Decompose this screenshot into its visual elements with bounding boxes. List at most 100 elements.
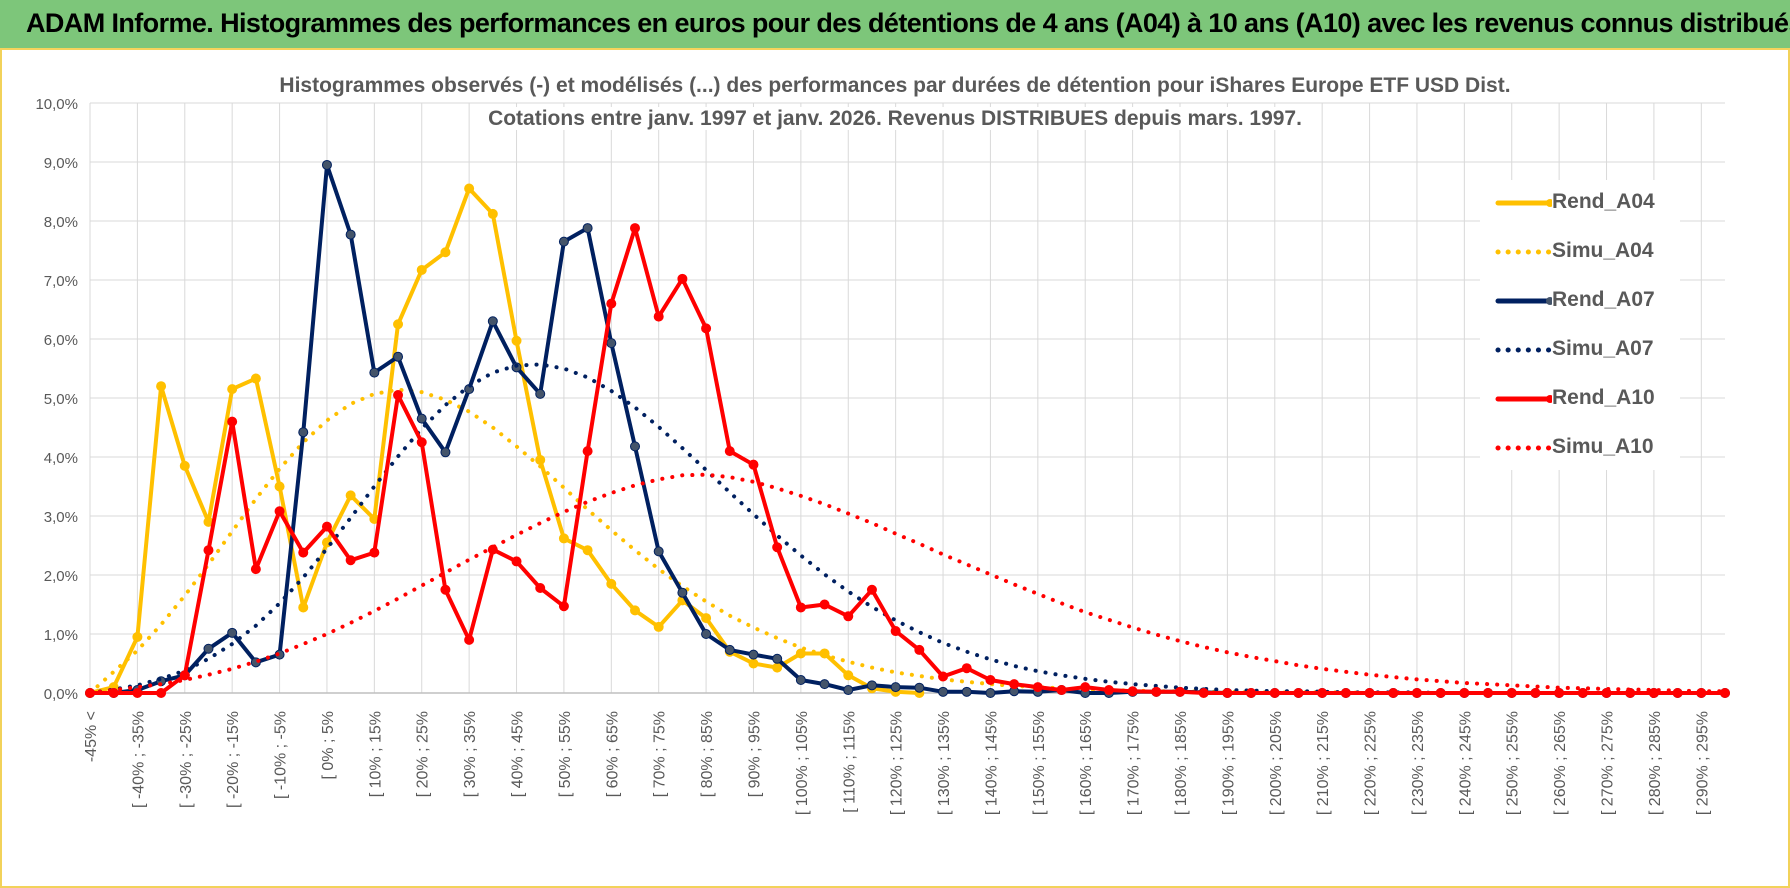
- data-point: [890, 682, 901, 693]
- data-point: [1388, 688, 1399, 698]
- data-point: [274, 506, 285, 517]
- x-tick-label: [ 170% ; 175%: [1126, 711, 1143, 815]
- x-tick-label: [ -20% ; -15%: [225, 711, 242, 808]
- x-tick-label: [ 160% ; 165%: [1078, 711, 1095, 815]
- data-point: [345, 229, 356, 240]
- x-tick-label: [ 50% ; 55%: [557, 711, 574, 797]
- data-point: [772, 653, 783, 664]
- x-tick-label: [ 200% ; 205%: [1268, 711, 1285, 815]
- data-point: [606, 578, 617, 589]
- data-point: [606, 338, 617, 349]
- data-point: [298, 602, 309, 613]
- data-point: [558, 236, 569, 247]
- x-tick-label: [ 250% ; 255%: [1505, 711, 1522, 815]
- x-tick-label: [ 270% ; 275%: [1600, 711, 1617, 815]
- data-point: [298, 427, 309, 438]
- x-tick-label: -45% <: [83, 711, 100, 762]
- data-point: [772, 542, 783, 553]
- data-point: [274, 481, 285, 492]
- data-point: [630, 223, 640, 234]
- legend-marker: [1546, 199, 1552, 207]
- legend-item-rend-a10: Rend_A10: [1480, 384, 1680, 414]
- x-tick-label: [ 20% ; 25%: [415, 711, 432, 797]
- data-point: [724, 446, 735, 457]
- legend-swatch: [1495, 249, 1552, 255]
- series-line: [88, 186, 922, 695]
- x-tick-label: [ 30% ; 35%: [462, 711, 479, 797]
- data-point: [416, 413, 427, 424]
- data-point: [1151, 686, 1162, 697]
- data-point: [748, 649, 759, 660]
- y-tick-label: 1,0%: [44, 627, 78, 644]
- data-point: [795, 675, 806, 686]
- chart-title: Histogrammes observés (-) et modélisés (…: [0, 74, 1790, 98]
- legend-item-simu-a10: Simu_A10: [1480, 433, 1680, 463]
- x-tick-label: [ 220% ; 225%: [1363, 711, 1380, 815]
- data-point: [464, 634, 475, 645]
- data-point: [203, 545, 214, 556]
- legend-item-rend-a07: Rend_A07: [1480, 286, 1680, 316]
- series-line: [88, 387, 1727, 695]
- data-point: [227, 384, 238, 395]
- y-tick-label: 0,0%: [44, 686, 78, 703]
- data-point: [487, 316, 498, 327]
- data-point: [1554, 688, 1565, 698]
- data-point: [1246, 688, 1257, 698]
- data-point: [866, 680, 877, 691]
- y-tick-label: 2,0%: [44, 568, 78, 585]
- data-point: [1056, 685, 1067, 696]
- data-point: [843, 685, 854, 696]
- data-point: [227, 416, 238, 427]
- data-point: [677, 587, 688, 598]
- data-point: [179, 460, 190, 471]
- data-point: [677, 273, 688, 284]
- x-tick-label: [ 140% ; 145%: [983, 711, 1000, 815]
- data-point: [1198, 688, 1209, 698]
- data-point: [653, 621, 664, 632]
- data-point: [582, 223, 593, 234]
- data-point: [511, 556, 522, 567]
- x-tick-label: [ 110% ; 115%: [841, 711, 858, 813]
- data-point: [250, 564, 261, 575]
- y-tick-label: 8,0%: [44, 214, 78, 231]
- data-point: [393, 351, 404, 362]
- data-point: [1577, 688, 1588, 698]
- legend-item-simu-a07: Simu_A07: [1480, 335, 1680, 365]
- legend-swatch: [1495, 395, 1552, 403]
- data-point: [1293, 688, 1304, 698]
- data-point: [203, 643, 214, 654]
- legend-swatch: [1495, 445, 1552, 451]
- data-point: [914, 682, 925, 693]
- y-tick-label: 10,0%: [35, 96, 78, 113]
- data-point: [1080, 682, 1091, 693]
- x-tick-label: [ 290% ; 295%: [1694, 711, 1711, 815]
- x-tick-label: [ 240% ; 245%: [1457, 711, 1474, 815]
- y-tick-label: 9,0%: [44, 155, 78, 172]
- data-point: [1340, 688, 1351, 698]
- x-tick-label: [ 0% ; 5%: [320, 711, 337, 779]
- data-point: [487, 208, 498, 219]
- data-point: [748, 658, 759, 669]
- data-point: [582, 446, 593, 457]
- data-point: [1648, 688, 1659, 698]
- x-tick-label: [ -40% ; -35%: [130, 711, 147, 808]
- data-point: [321, 159, 332, 170]
- y-tick-label: 3,0%: [44, 509, 78, 526]
- series-line: [88, 472, 1727, 695]
- data-point: [1032, 682, 1043, 693]
- data-point: [1009, 679, 1020, 690]
- data-point: [701, 613, 712, 624]
- banner-title: ADAM Informe. Histogrammes des performan…: [26, 8, 1790, 38]
- data-point: [250, 373, 261, 384]
- data-point: [1269, 688, 1280, 698]
- data-point: [748, 459, 759, 470]
- data-point: [132, 688, 143, 698]
- x-tick-label: [ 100% ; 105%: [794, 711, 811, 815]
- data-point: [1506, 688, 1517, 698]
- data-point: [985, 688, 996, 698]
- legend-swatch: [1495, 199, 1552, 207]
- data-point: [179, 670, 190, 681]
- data-point: [961, 663, 972, 674]
- x-tick-label: [ 150% ; 155%: [1031, 711, 1048, 815]
